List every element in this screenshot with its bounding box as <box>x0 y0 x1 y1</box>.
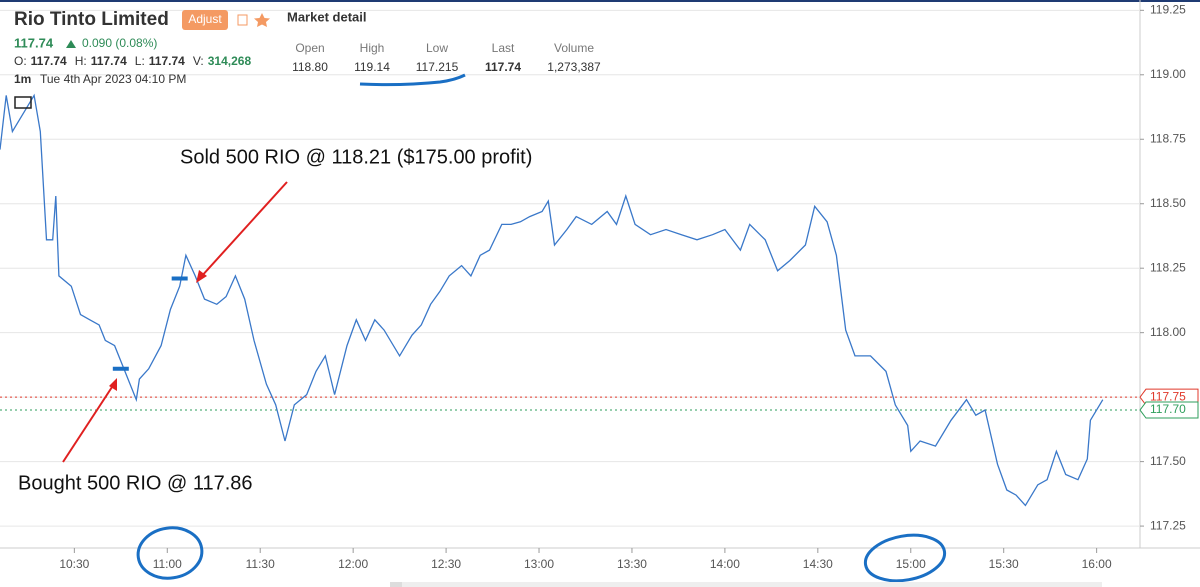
ohlcv-value: 117.74 <box>91 54 127 68</box>
md-value: 1,273,387 <box>547 60 601 74</box>
md-column: Last <box>492 41 515 55</box>
md-value: 117.215 <box>416 60 459 74</box>
md-column: High <box>360 41 385 55</box>
x-tick-label: 12:30 <box>431 557 461 571</box>
trade-annotation: Bought 500 RIO @ 117.86 <box>18 472 253 494</box>
x-tick-label: 11:00 <box>153 557 182 571</box>
ohlcv-value: 117.74 <box>31 54 67 68</box>
ohlcv-value: 314,268 <box>208 54 252 68</box>
notes-icon[interactable] <box>237 14 248 26</box>
market-detail-title: Market detail <box>287 9 366 24</box>
x-tick-label: 12:00 <box>338 557 368 571</box>
ohlcv-value: 117.74 <box>149 54 185 68</box>
star-icon[interactable] <box>254 13 270 27</box>
price-tag-label: 117.70 <box>1150 402 1186 416</box>
top-border <box>0 0 1200 2</box>
y-tick-label: 119.00 <box>1150 67 1186 81</box>
adjust-button[interactable] <box>182 10 228 30</box>
price-tag <box>1139 401 1199 419</box>
folder-icon[interactable] <box>14 96 32 109</box>
up-arrow <box>66 40 76 48</box>
trade-annotation: Sold 500 RIO @ 118.21 ($175.00 profit) <box>180 146 532 168</box>
ohlcv-key: V: <box>193 54 204 68</box>
x-tick-label: 14:30 <box>803 557 833 571</box>
x-tick-label: 13:00 <box>524 557 554 571</box>
ohlcv-key: L: <box>135 54 145 68</box>
md-value: 118.80 <box>292 60 328 74</box>
change: 0.090 (0.08%) <box>82 36 157 50</box>
datetime: Tue 4th Apr 2023 04:10 PM <box>40 72 186 86</box>
adjust-label[interactable]: Adjust <box>188 12 222 26</box>
x-tick-label: 11:30 <box>246 557 275 571</box>
y-tick-label: 118.50 <box>1150 196 1186 210</box>
sell-arrowhead <box>196 270 207 283</box>
scroll-handle[interactable] <box>390 582 402 587</box>
x-tick-label: 13:30 <box>617 557 647 571</box>
y-tick-label: 117.25 <box>1150 518 1186 532</box>
x-tick-label: 10:30 <box>59 557 89 571</box>
ohlcv-key: O: <box>14 54 27 68</box>
ohlcv-key: H: <box>75 54 87 68</box>
y-tick-label: 118.00 <box>1150 325 1186 339</box>
title: Rio Tinto Limited <box>14 9 169 30</box>
buy-arrow <box>62 383 115 463</box>
md-value: 119.14 <box>354 60 390 74</box>
scroll-track[interactable] <box>402 582 1102 587</box>
x-tick-label: 15:30 <box>989 557 1019 571</box>
y-tick-label: 119.25 <box>1150 2 1186 16</box>
x-tick-label: 15:00 <box>896 557 926 571</box>
y-tick-label: 118.25 <box>1150 260 1186 274</box>
circle-highlight <box>136 526 204 580</box>
md-column: Low <box>426 41 448 55</box>
y-tick-label: 118.75 <box>1150 131 1186 145</box>
interval: 1m <box>14 72 31 86</box>
md-column: Open <box>295 41 324 55</box>
y-tick-label: 117.50 <box>1150 454 1186 468</box>
x-tick-label: 16:00 <box>1082 557 1112 571</box>
sell-arrow <box>199 181 288 279</box>
x-tick-label: 14:00 <box>710 557 740 571</box>
md-value: 117.74 <box>485 60 521 74</box>
price-line-series <box>0 93 1104 507</box>
price-tag-label: 117.75 <box>1150 389 1186 403</box>
low-underline <box>359 73 466 87</box>
circle-highlight <box>863 533 947 583</box>
price: 117.74 <box>14 35 54 50</box>
md-column: Volume <box>554 41 594 55</box>
buy-arrowhead <box>109 378 117 391</box>
